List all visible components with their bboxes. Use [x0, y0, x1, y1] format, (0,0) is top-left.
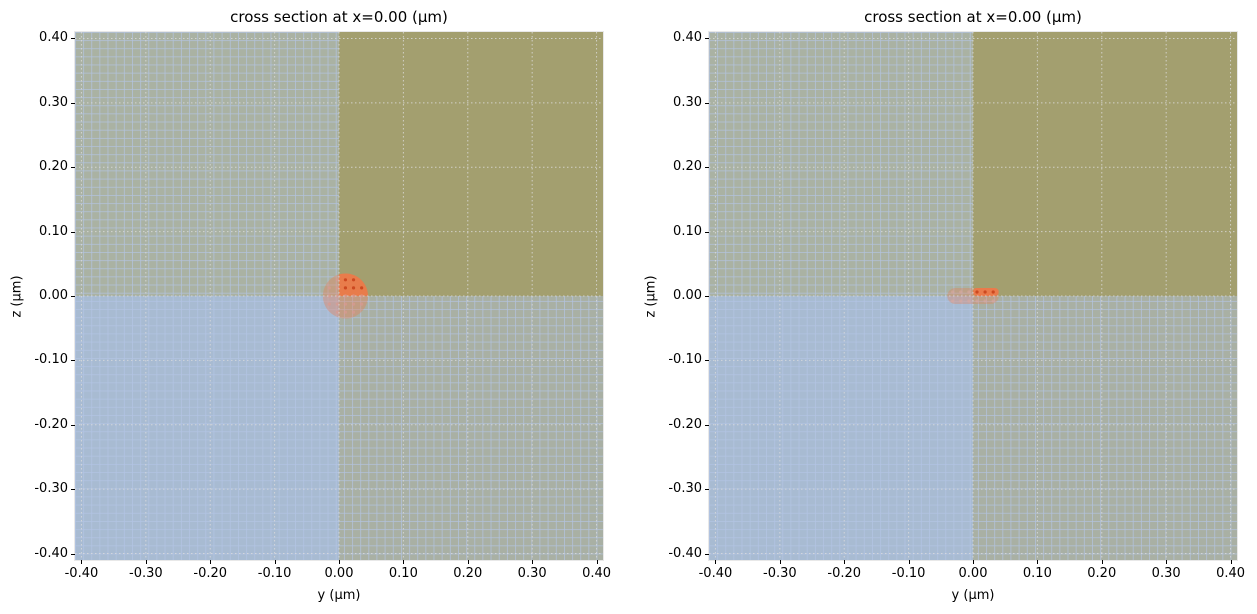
- x-tick-mark: [973, 560, 974, 564]
- y-tick-mark: [71, 102, 75, 104]
- x-tick-label: -0.10: [891, 566, 926, 581]
- y-tick-label: -0.20: [34, 416, 68, 432]
- x-tick-mark: [81, 560, 83, 564]
- region-upper-right: [339, 32, 603, 296]
- major-grid: [709, 32, 1237, 560]
- x-tick-mark: [532, 560, 534, 564]
- x-tick-label: 0.40: [582, 566, 612, 581]
- x-tick-mark: [339, 560, 340, 564]
- x-tick-label: 0.30: [1151, 566, 1181, 581]
- x-axis-label: y (μm): [317, 588, 361, 603]
- y-tick-mark: [705, 360, 709, 362]
- plot-area: [709, 32, 1237, 560]
- y-tick-label: -0.10: [34, 352, 68, 368]
- y-tick-mark: [71, 231, 75, 233]
- x-tick-mark: [715, 560, 717, 564]
- x-tick-mark: [1230, 560, 1232, 564]
- x-tick-mark: [467, 560, 469, 564]
- x-tick-mark: [210, 560, 212, 564]
- y-tick-mark: [71, 553, 75, 555]
- y-tick-mark: [705, 167, 709, 169]
- y-tick-label: 0.40: [39, 30, 68, 46]
- source-marker: [322, 273, 368, 319]
- y-tick-label: 0.20: [39, 159, 68, 175]
- x-tick-mark: [908, 560, 910, 564]
- x-tick-label: 0.40: [1216, 566, 1246, 581]
- y-tick-label: 0.20: [673, 159, 702, 175]
- y-tick-label: 0.40: [673, 30, 702, 46]
- x-tick-mark: [844, 560, 846, 564]
- right-plot-panel: cross section at x=0.00 (μm) -0.40 -0.30 -…: [634, 0, 1257, 614]
- y-tick-mark: [705, 38, 709, 40]
- x-tick-mark: [145, 560, 147, 564]
- x-axis-label: y (μm): [951, 588, 995, 603]
- y-tick-label: -0.40: [668, 545, 702, 561]
- y-tick-label: -0.20: [668, 416, 702, 432]
- x-tick-label: 0.00: [958, 566, 988, 581]
- region-upper-right: [973, 32, 1237, 296]
- y-tick-label: -0.30: [668, 481, 702, 497]
- y-tick-mark: [71, 489, 75, 491]
- y-tick-label: -0.30: [34, 481, 68, 497]
- x-tick-label: -0.30: [763, 566, 797, 581]
- x-tick-mark: [596, 560, 598, 564]
- y-tick-label: 0.00: [673, 288, 702, 303]
- y-tick-label: 0.10: [673, 223, 702, 239]
- y-axis-label: z (μm): [643, 275, 659, 318]
- y-tick-label: -0.10: [668, 352, 702, 368]
- x-tick-label: 0.20: [453, 566, 483, 581]
- plot-title: cross section at x=0.00 (μm): [864, 8, 1082, 26]
- x-tick-mark: [779, 560, 781, 564]
- plot-title: cross section at x=0.00 (μm): [230, 8, 448, 26]
- x-tick-mark: [1037, 560, 1039, 564]
- y-tick-mark: [705, 231, 709, 233]
- y-tick-mark: [71, 296, 75, 297]
- y-tick-label: 0.00: [39, 288, 68, 303]
- major-grid: [75, 32, 603, 560]
- y-tick-label: 0.10: [39, 223, 68, 239]
- x-tick-label: -0.30: [129, 566, 163, 581]
- plot-area: [75, 32, 603, 560]
- y-tick-mark: [705, 424, 709, 426]
- x-tick-mark: [1166, 560, 1168, 564]
- x-tick-label: 0.00: [324, 566, 354, 581]
- x-tick-label: 0.20: [1087, 566, 1117, 581]
- y-axis-label: z (μm): [9, 275, 25, 318]
- y-tick-mark: [71, 167, 75, 169]
- y-tick-mark: [705, 102, 709, 104]
- x-tick-mark: [274, 560, 276, 564]
- y-tick-mark: [705, 489, 709, 491]
- x-tick-label: -0.20: [193, 566, 228, 581]
- x-tick-label: -0.20: [827, 566, 862, 581]
- plot-axes: [708, 31, 1238, 561]
- y-tick-mark: [71, 38, 75, 40]
- x-tick-mark: [403, 560, 405, 564]
- x-tick-label: 0.10: [1022, 566, 1052, 581]
- y-tick-mark: [71, 424, 75, 426]
- y-tick-label: 0.30: [39, 94, 68, 110]
- x-tick-label: -0.40: [698, 566, 733, 581]
- x-tick-label: 0.10: [388, 566, 418, 581]
- left-plot-panel: cross section at x=0.00 (μm) -0.40 -0.30 -…: [0, 0, 628, 614]
- y-tick-label: 0.30: [673, 94, 702, 110]
- plot-axes: [74, 31, 604, 561]
- y-tick-mark: [705, 553, 709, 555]
- y-tick-mark: [71, 360, 75, 362]
- x-tick-label: -0.10: [257, 566, 292, 581]
- y-tick-label: -0.40: [34, 545, 68, 561]
- y-tick-mark: [705, 296, 709, 297]
- x-tick-label: 0.30: [517, 566, 547, 581]
- x-tick-label: -0.40: [64, 566, 99, 581]
- x-tick-mark: [1101, 560, 1103, 564]
